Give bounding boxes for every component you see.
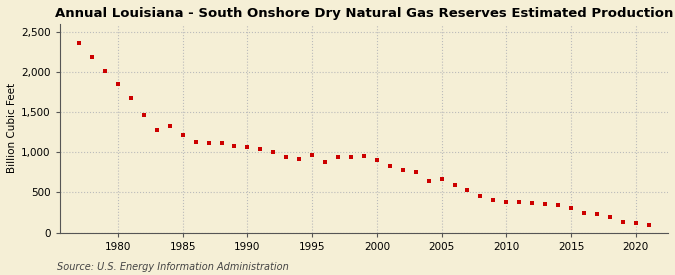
Point xyxy=(436,177,447,182)
Point xyxy=(268,150,279,155)
Point xyxy=(488,197,499,202)
Point xyxy=(203,141,214,145)
Point xyxy=(540,202,551,206)
Point xyxy=(462,187,473,192)
Point xyxy=(100,69,111,73)
Point xyxy=(398,168,408,172)
Point xyxy=(423,179,434,183)
Point xyxy=(255,147,266,151)
Point xyxy=(294,156,304,161)
Point xyxy=(501,199,512,204)
Point xyxy=(604,215,615,219)
Point xyxy=(138,112,149,117)
Point xyxy=(190,140,201,144)
Point xyxy=(306,153,317,158)
Point xyxy=(229,144,240,148)
Point xyxy=(578,211,589,215)
Point xyxy=(165,123,176,128)
Point xyxy=(113,81,124,86)
Y-axis label: Billion Cubic Feet: Billion Cubic Feet xyxy=(7,83,17,173)
Point xyxy=(553,203,564,207)
Point xyxy=(333,155,344,159)
Point xyxy=(475,193,486,198)
Point xyxy=(643,223,654,227)
Point xyxy=(449,183,460,187)
Point xyxy=(346,155,356,160)
Point xyxy=(526,201,537,205)
Point xyxy=(618,219,628,224)
Point xyxy=(281,155,292,159)
Text: Source: U.S. Energy Information Administration: Source: U.S. Energy Information Administ… xyxy=(57,262,289,272)
Point xyxy=(384,164,395,169)
Title: Annual Louisiana - South Onshore Dry Natural Gas Reserves Estimated Production: Annual Louisiana - South Onshore Dry Nat… xyxy=(55,7,673,20)
Point xyxy=(126,96,136,100)
Point xyxy=(216,141,227,146)
Point xyxy=(320,160,331,164)
Point xyxy=(86,55,97,59)
Point xyxy=(566,205,576,210)
Point xyxy=(371,157,382,162)
Point xyxy=(358,154,369,158)
Point xyxy=(591,212,602,216)
Point xyxy=(630,221,641,226)
Point xyxy=(410,170,421,174)
Point xyxy=(151,128,162,133)
Point xyxy=(178,133,188,137)
Point xyxy=(514,199,524,204)
Point xyxy=(74,41,84,45)
Point xyxy=(242,145,253,149)
